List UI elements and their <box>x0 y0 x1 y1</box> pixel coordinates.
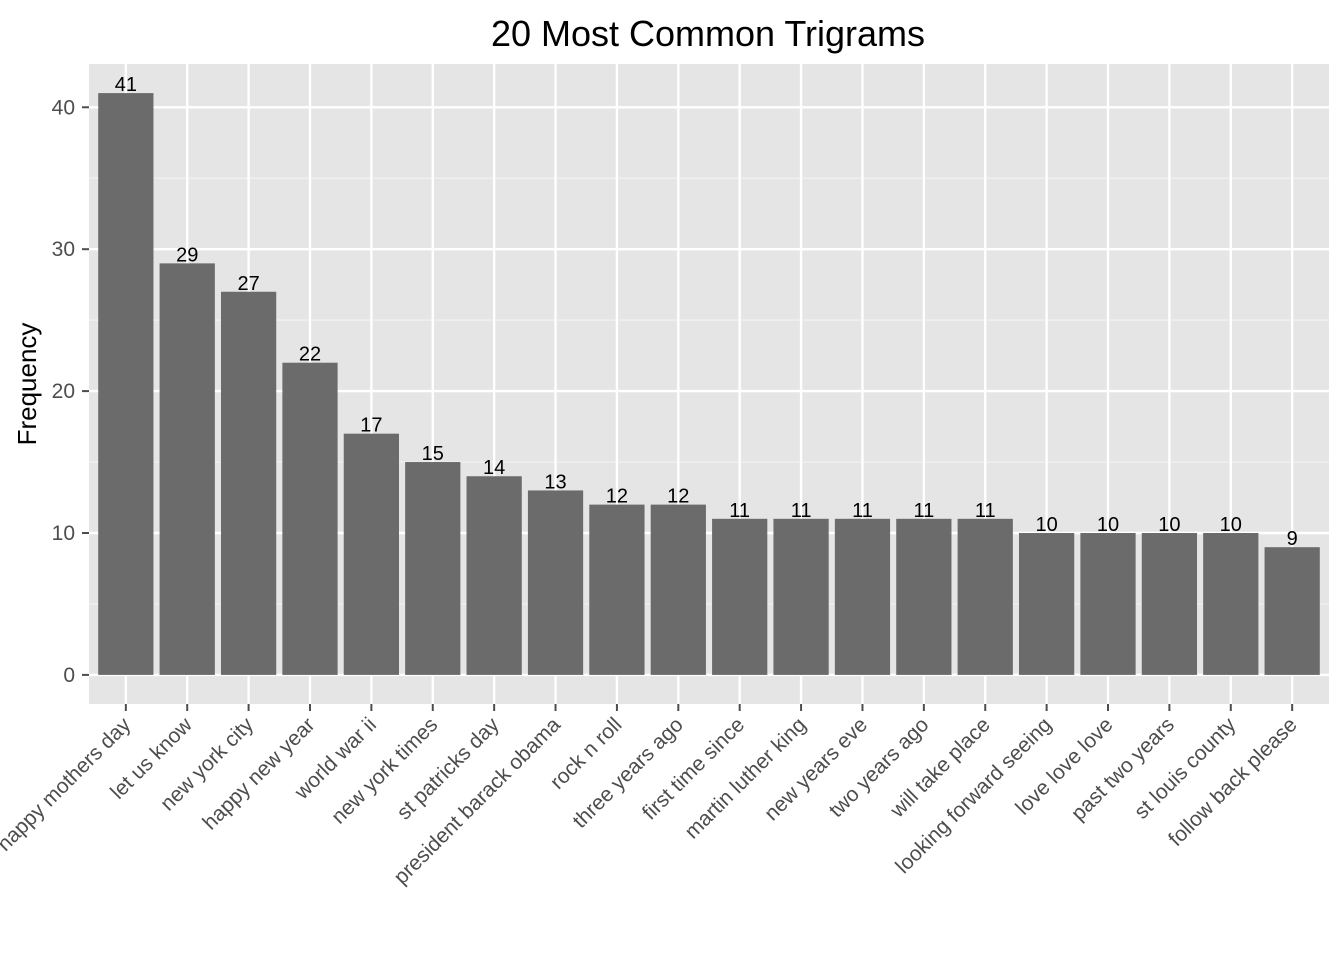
bar-value-label: 14 <box>483 457 505 479</box>
bar-value-label: 29 <box>176 244 198 266</box>
bar <box>1141 533 1198 675</box>
bar-value-label: 15 <box>422 443 444 465</box>
bar-value-label: 9 <box>1287 528 1298 550</box>
bar <box>957 518 1013 675</box>
bar-value-label: 22 <box>299 344 321 366</box>
bar <box>1203 533 1259 675</box>
bar-value-label: 10 <box>1220 514 1242 536</box>
y-tick-label: 20 <box>52 380 75 403</box>
bar <box>282 362 338 675</box>
bar <box>1019 533 1075 675</box>
bar-value-label: 10 <box>1035 514 1057 536</box>
bar <box>650 504 706 675</box>
bar <box>896 518 952 675</box>
bar-value-label: 13 <box>544 471 566 493</box>
bar-value-label: 17 <box>360 415 382 437</box>
bar-value-label: 41 <box>115 74 137 96</box>
bar <box>1080 533 1136 675</box>
bar <box>343 433 399 675</box>
bar <box>834 518 891 675</box>
y-tick-label: 10 <box>52 522 75 545</box>
y-axis-title: Frequency <box>12 323 42 446</box>
bar <box>527 490 584 675</box>
y-axis: 0 10 20 30 40 <box>52 96 89 687</box>
bar <box>220 291 277 675</box>
bar <box>773 518 829 675</box>
y-tick-label: 30 <box>52 238 75 261</box>
bar <box>159 263 215 675</box>
bar-value-labels: 41 29 27 22 17 15 14 13 12 12 11 11 11 11 11 10 10 10 10 9 <box>115 74 1298 550</box>
bar-value-label: 11 <box>852 500 873 522</box>
bar-value-label: 10 <box>1097 514 1119 536</box>
bar-value-label: 11 <box>975 500 996 522</box>
bar-value-label: 11 <box>791 500 812 522</box>
y-tick-label: 0 <box>63 664 75 687</box>
bar-value-label: 27 <box>237 273 259 295</box>
x-tick-label: new york times <box>327 713 442 828</box>
bar <box>466 476 522 675</box>
bar-value-label: 11 <box>729 500 750 522</box>
x-tick-label: three years ago <box>568 713 687 832</box>
chart-title: 20 Most Common Trigrams <box>491 13 925 54</box>
bars <box>98 93 1320 675</box>
bar <box>589 504 645 675</box>
x-tick-label: happy new year <box>198 713 319 834</box>
bar <box>98 93 154 675</box>
bar-value-label: 12 <box>606 486 628 508</box>
bar-value-label: 12 <box>667 486 689 508</box>
bar <box>712 518 768 675</box>
y-tick-label: 40 <box>52 96 75 119</box>
bar-value-label: 10 <box>1158 514 1180 536</box>
bar-value-label: 11 <box>913 500 934 522</box>
bar <box>1264 547 1320 675</box>
bar <box>405 462 461 675</box>
